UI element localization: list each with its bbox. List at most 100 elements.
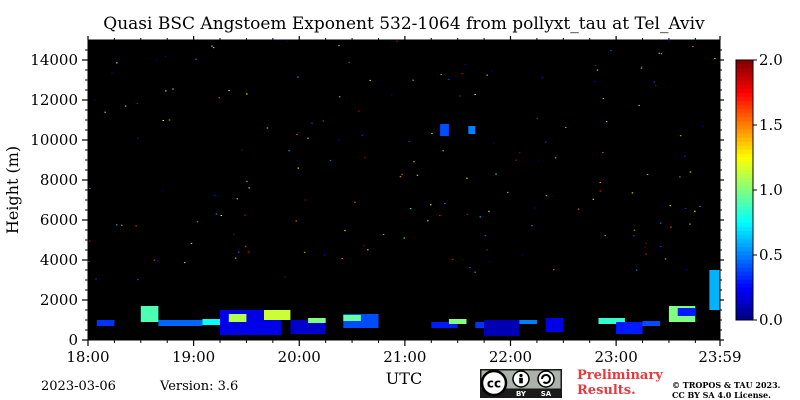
colorbar-segment <box>736 161 753 167</box>
date-label: 2023-03-06 <box>41 379 116 394</box>
noise-speckle <box>474 271 476 273</box>
aerosol-layer-cell <box>598 318 625 324</box>
colorbar-segment <box>736 88 753 93</box>
colorbar-segment <box>736 226 753 232</box>
colorbar-segment <box>736 141 753 146</box>
noise-speckle <box>190 242 193 244</box>
noise-speckle <box>116 224 118 226</box>
noise-speckle <box>136 102 138 104</box>
noise-speckle <box>234 257 237 259</box>
by-label: BY <box>516 390 527 398</box>
colorbar-segment <box>736 238 753 244</box>
cc-icon-text: cc <box>487 377 501 391</box>
y-tick-label: 4000 <box>40 251 78 269</box>
aerosol-layer-cell <box>202 319 220 325</box>
noise-speckle <box>121 224 123 226</box>
noise-speckle <box>464 64 466 66</box>
noise-speckle <box>288 150 290 152</box>
noise-speckle <box>241 149 243 151</box>
noise-speckle <box>344 230 346 232</box>
noise-speckle <box>633 229 636 231</box>
noise-speckle <box>213 194 216 196</box>
noise-speckle <box>246 180 248 182</box>
noise-speckle <box>361 134 363 136</box>
colorbar-segment <box>736 218 753 223</box>
colorbar-segment <box>736 153 753 158</box>
noise-speckle <box>694 210 696 212</box>
colorbar-segment <box>736 307 753 313</box>
aerosol-layer-cell <box>642 321 661 326</box>
noise-speckle <box>89 188 91 189</box>
noise-speckle <box>364 156 366 158</box>
noise-speckle <box>447 78 450 80</box>
colorbar-segment <box>736 72 753 77</box>
noise-speckle <box>218 97 220 99</box>
aerosol-layer-cell <box>475 322 493 328</box>
noise-speckle <box>486 74 488 76</box>
noise-speckle <box>104 111 106 113</box>
marks-layer <box>96 124 720 336</box>
noise-speckle <box>369 79 371 81</box>
colorbar-segment <box>736 92 753 97</box>
noise-speckle <box>153 259 156 261</box>
noise-speckle <box>669 205 672 207</box>
noise-speckle <box>604 235 606 237</box>
x-tick-label: 19:00 <box>172 348 215 366</box>
noise-speckle <box>602 98 605 100</box>
noise-speckle <box>248 187 250 189</box>
noise-speckle <box>459 95 461 97</box>
sa-label: SA <box>541 390 552 398</box>
noise-speckle <box>408 141 410 143</box>
preliminary-line-1: Preliminary <box>577 368 663 383</box>
noise-speckle <box>553 269 555 271</box>
colorbar-segment <box>736 311 753 317</box>
noise-speckle <box>518 152 521 154</box>
noise-speckle <box>531 225 533 227</box>
noise-speckle <box>220 215 223 216</box>
noise-speckle <box>596 69 599 71</box>
cc-by-sa-badge[interactable]: cc BY SA <box>480 369 562 398</box>
noise-speckle <box>544 141 547 143</box>
noise-speckle <box>668 40 670 42</box>
noise-speckle <box>659 222 662 224</box>
colorbar-segment <box>736 279 753 284</box>
colorbar-segment <box>736 165 753 171</box>
noise-speckle <box>211 45 213 47</box>
noise-speckle <box>162 120 164 121</box>
noise-speckle <box>653 81 656 83</box>
license-line-1: © TROPOS & TAU 2023. <box>672 380 781 390</box>
noise-speckle <box>444 203 446 205</box>
noise-speckle <box>645 253 647 255</box>
colorbar-segment <box>736 173 753 179</box>
noise-speckle <box>401 173 403 175</box>
noise-speckle <box>658 52 660 54</box>
noise-speckle <box>664 258 667 260</box>
colorbar-segment <box>736 157 753 162</box>
colorbar-segment <box>736 169 753 175</box>
noise-speckle <box>228 90 230 92</box>
colorbar-segment <box>736 210 753 215</box>
noise-speckle <box>679 135 682 137</box>
noise-speckle <box>172 88 174 90</box>
aerosol-layer-cell <box>616 322 643 334</box>
colorbar-segment <box>736 255 753 260</box>
aerosol-layer-cell <box>677 308 696 316</box>
noise-speckle <box>311 122 313 124</box>
axes-layer: 18:00 19:00 20:00 21:00 22:00 23:00 23:59 0 2000… <box>3 36 742 388</box>
noise-speckle <box>284 276 286 278</box>
noise-speckle <box>89 240 91 242</box>
aerosol-layer-cell <box>431 322 458 328</box>
noise-speckle <box>466 213 469 215</box>
noise-speckle <box>633 235 635 237</box>
noise-speckle <box>631 192 634 194</box>
noise-speckle <box>442 150 444 152</box>
y-tick-label: 0 <box>68 331 78 349</box>
colorbar-segment <box>736 100 753 106</box>
license-line-2: CC BY SA 4.0 License. <box>672 390 771 400</box>
noise-speckle <box>416 174 419 176</box>
noise-speckle <box>491 70 493 72</box>
aerosol-layer-cell <box>228 314 247 322</box>
noise-speckle <box>247 251 250 253</box>
noise-speckle <box>545 195 548 197</box>
colorbar-segment <box>736 214 753 219</box>
